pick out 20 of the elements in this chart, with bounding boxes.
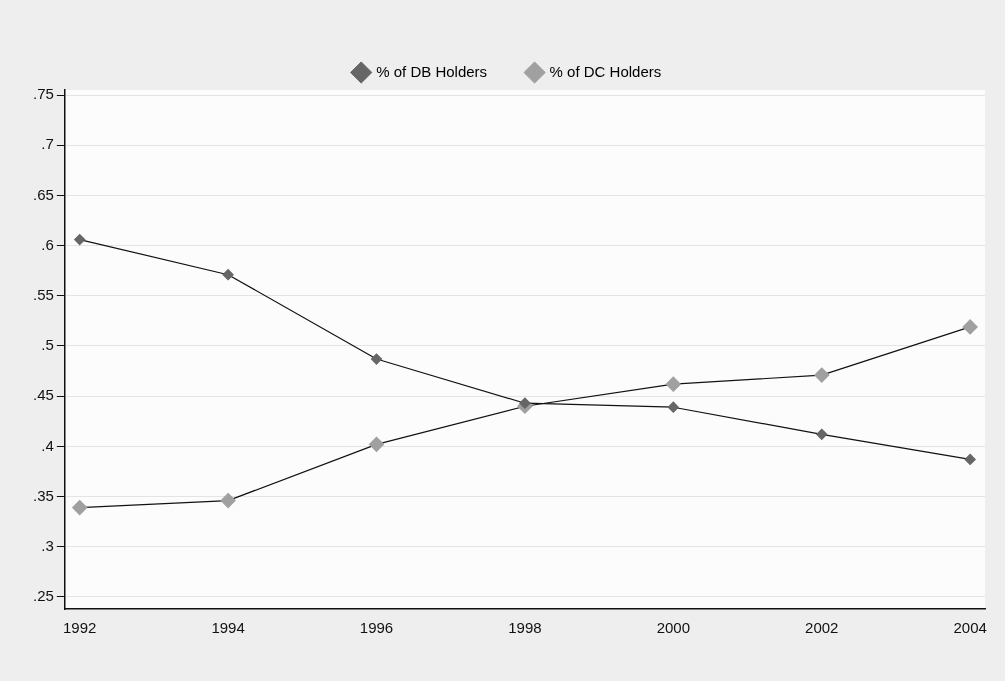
legend-label: % of DC Holders [549, 62, 662, 80]
y-tick-label: .65 [32, 185, 54, 203]
y-tick-label: .5 [41, 336, 54, 354]
x-tick-label: 1998 [508, 619, 542, 637]
y-tick-label: .6 [41, 235, 54, 253]
y-tick-label: .3 [41, 536, 54, 554]
legend-label: % of DB Holders [376, 62, 488, 80]
x-tick-label: 2002 [805, 619, 839, 637]
x-tick-label: 1992 [63, 619, 97, 637]
x-tick-label: 1994 [211, 619, 245, 637]
y-tick-label: .4 [41, 436, 54, 454]
x-tick-label: 1996 [359, 619, 394, 637]
y-tick-label: .35 [32, 486, 54, 504]
y-tick-label: .7 [41, 135, 54, 153]
x-tick-label: 2000 [656, 619, 691, 637]
x-tick-label: 2004 [953, 619, 987, 637]
y-tick-label: .45 [32, 386, 54, 404]
y-tick-label: .25 [32, 587, 54, 605]
y-tick-label: .55 [32, 285, 54, 303]
y-tick-label: .75 [32, 85, 54, 103]
